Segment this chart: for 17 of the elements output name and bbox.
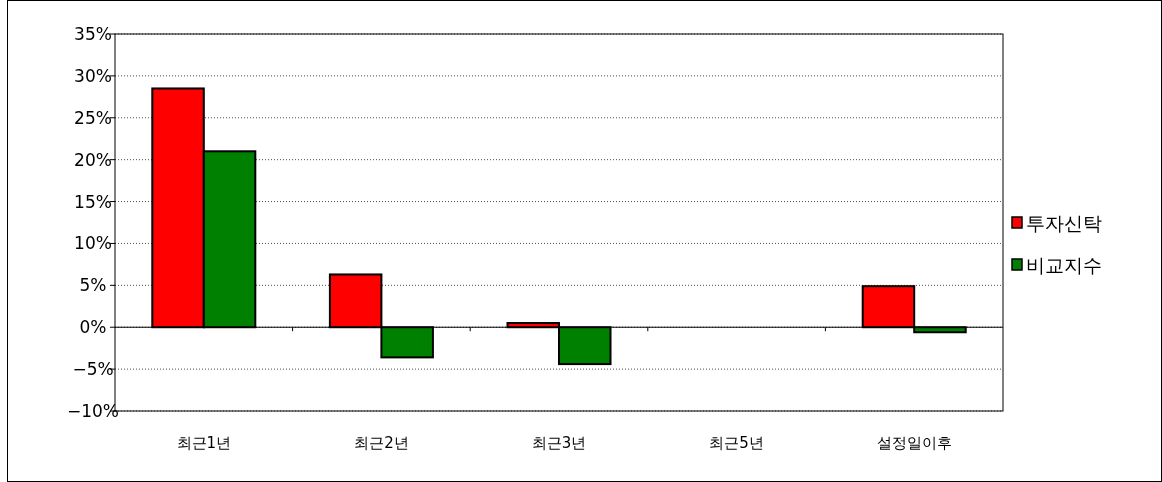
- y-tick-label: −5%: [72, 359, 114, 380]
- x-tick-label: 최근1년: [176, 434, 232, 452]
- y-tick-label: 15%: [74, 191, 112, 212]
- y-tick-label: 10%: [74, 233, 112, 254]
- x-tick-label: 최근2년: [354, 434, 409, 452]
- y-tick-label: 35%: [74, 24, 112, 44]
- y-tick-label: 25%: [74, 107, 112, 128]
- x-tick-label: 최근3년: [531, 434, 587, 452]
- x-tick-label: 최근5년: [709, 434, 764, 452]
- y-tick-label: −10%: [66, 401, 120, 421]
- y-tick-label: 0%: [79, 317, 107, 338]
- x-tick-label: 설정일이후: [876, 434, 952, 452]
- y-tick-label: 20%: [74, 149, 112, 170]
- legend-label: 비교지수: [1026, 254, 1102, 276]
- legend-label: 투자신탁: [1026, 212, 1102, 234]
- y-tick-label: 30%: [74, 65, 112, 86]
- y-tick-label: 5%: [79, 275, 107, 296]
